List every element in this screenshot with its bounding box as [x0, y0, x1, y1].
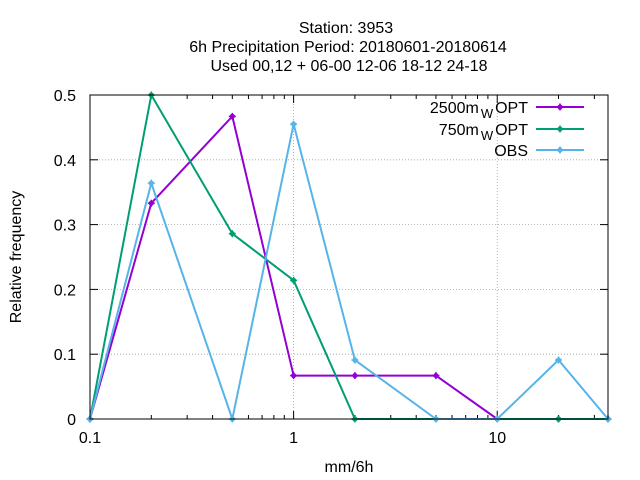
data-point-obs — [351, 356, 359, 364]
legend-series-suffix: OPT — [495, 100, 528, 117]
x-axis-label: mm/6h — [325, 459, 374, 476]
legend-swatch-point — [556, 146, 564, 154]
y-tick-label: 0.4 — [54, 153, 76, 170]
y-tick-label: 0.1 — [54, 347, 76, 364]
legend-swatch-point — [556, 103, 564, 111]
axis-ticks: 00.10.20.30.40.50.1 1 10 — [54, 88, 608, 447]
title-line-used: Used 00,12 + 06-00 12-06 18-12 24-18 — [210, 58, 487, 75]
data-point-2500m — [290, 372, 298, 380]
x-tick-label: 0.1 — [79, 430, 101, 447]
data-point-obs — [555, 356, 563, 364]
y-tick-label: 0.3 — [54, 218, 76, 235]
data-point-2500m — [432, 372, 440, 380]
chart-title: Station: 3953 6h Precipitation Period: 2… — [189, 20, 507, 75]
data-point-obs — [147, 179, 155, 187]
series-line-750m — [89, 94, 608, 420]
x-tick-label: 10 — [488, 430, 506, 447]
data-point-750m — [290, 276, 298, 284]
y-tick-label: 0.5 — [54, 88, 76, 105]
data-point-750m — [228, 230, 236, 238]
data-point-2500m — [228, 112, 236, 120]
legend-series-suffix: OPT — [495, 122, 528, 139]
data-point-2500m — [147, 199, 155, 207]
grid-lines — [90, 95, 608, 419]
legend-series-subscript: W — [481, 128, 494, 143]
title-line-station: Station: 3953 — [299, 20, 393, 37]
legend-series-name: 750m — [439, 122, 479, 139]
legend-swatch-point — [556, 125, 564, 133]
y-tick-label: 0 — [67, 412, 76, 429]
x-tick-label: 1 — [289, 430, 298, 447]
legend-label: 2500m W OPT — [430, 100, 528, 121]
legend-series-name: 2500m — [430, 100, 479, 117]
legend-label: 750m W OPT — [439, 122, 528, 143]
data-series — [86, 91, 612, 423]
y-tick-label: 0.2 — [54, 282, 76, 299]
legend-series-subscript: W — [481, 106, 494, 121]
title-line-period: 6h Precipitation Period: 20180601-201806… — [189, 39, 507, 56]
plot-frame — [89, 94, 609, 420]
data-point-2500m — [351, 372, 359, 380]
legend-label: OBS — [494, 143, 528, 160]
series-line-2500m — [89, 115, 608, 420]
data-point-obs — [290, 120, 298, 128]
y-axis-label: Relative frequency — [8, 191, 25, 324]
